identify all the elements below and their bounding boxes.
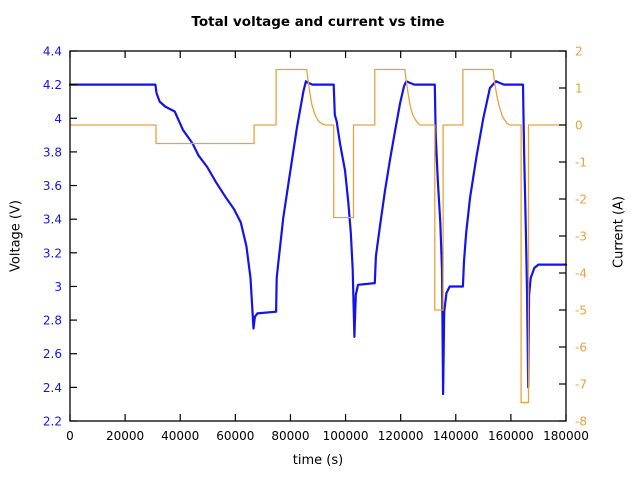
right-tick-label: -7 — [575, 378, 587, 392]
left-tick-label: 4.2 — [43, 78, 62, 92]
left-tick-label: 3 — [54, 280, 62, 294]
x-tick-label: 80000 — [271, 429, 309, 443]
x-tick-label: 140000 — [433, 429, 479, 443]
x-tick-label: 40000 — [161, 429, 199, 443]
right-tick-label: -3 — [575, 230, 587, 244]
plot-frame — [69, 50, 567, 422]
left-tick-label: 2.4 — [43, 381, 62, 395]
x-tick-label: 20000 — [106, 429, 144, 443]
right-tick-label: -6 — [575, 341, 587, 355]
left-tick-label: 2.6 — [43, 347, 62, 361]
right-tick-label: 0 — [575, 119, 583, 133]
left-tick-label: 3.8 — [43, 145, 62, 159]
x-tick-label: 0 — [66, 429, 74, 443]
left-tick-label: 2.8 — [43, 314, 62, 328]
x-tick-label: 160000 — [488, 429, 534, 443]
x-tick-label: 120000 — [378, 429, 424, 443]
chart-title: Total voltage and current vs time — [191, 14, 445, 30]
left-tick-label: 3.6 — [43, 179, 62, 193]
right-tick-label: 2 — [575, 45, 583, 59]
x-axis-label: time (s) — [292, 453, 344, 468]
voltage-line — [68, 80, 568, 396]
x-tick-label: 60000 — [216, 429, 254, 443]
right-tick-label: 1 — [575, 82, 583, 96]
right-tick-label: -8 — [575, 415, 587, 429]
x-tick-label: 100000 — [323, 429, 369, 443]
left-tick-label: 4.4 — [43, 45, 62, 59]
left-tick-label: 4 — [54, 112, 62, 126]
right-tick-label: -4 — [575, 267, 587, 281]
right-tick-label: -5 — [575, 304, 587, 318]
current-line — [69, 68, 567, 404]
left-tick-label: 3.4 — [43, 213, 62, 227]
right-tick-label: -1 — [575, 156, 587, 170]
left-tick-label: 3.2 — [43, 246, 62, 260]
x-tick-label: 180000 — [543, 429, 589, 443]
left-tick-label: 2.2 — [43, 415, 62, 429]
right-tick-label: -2 — [575, 193, 587, 207]
